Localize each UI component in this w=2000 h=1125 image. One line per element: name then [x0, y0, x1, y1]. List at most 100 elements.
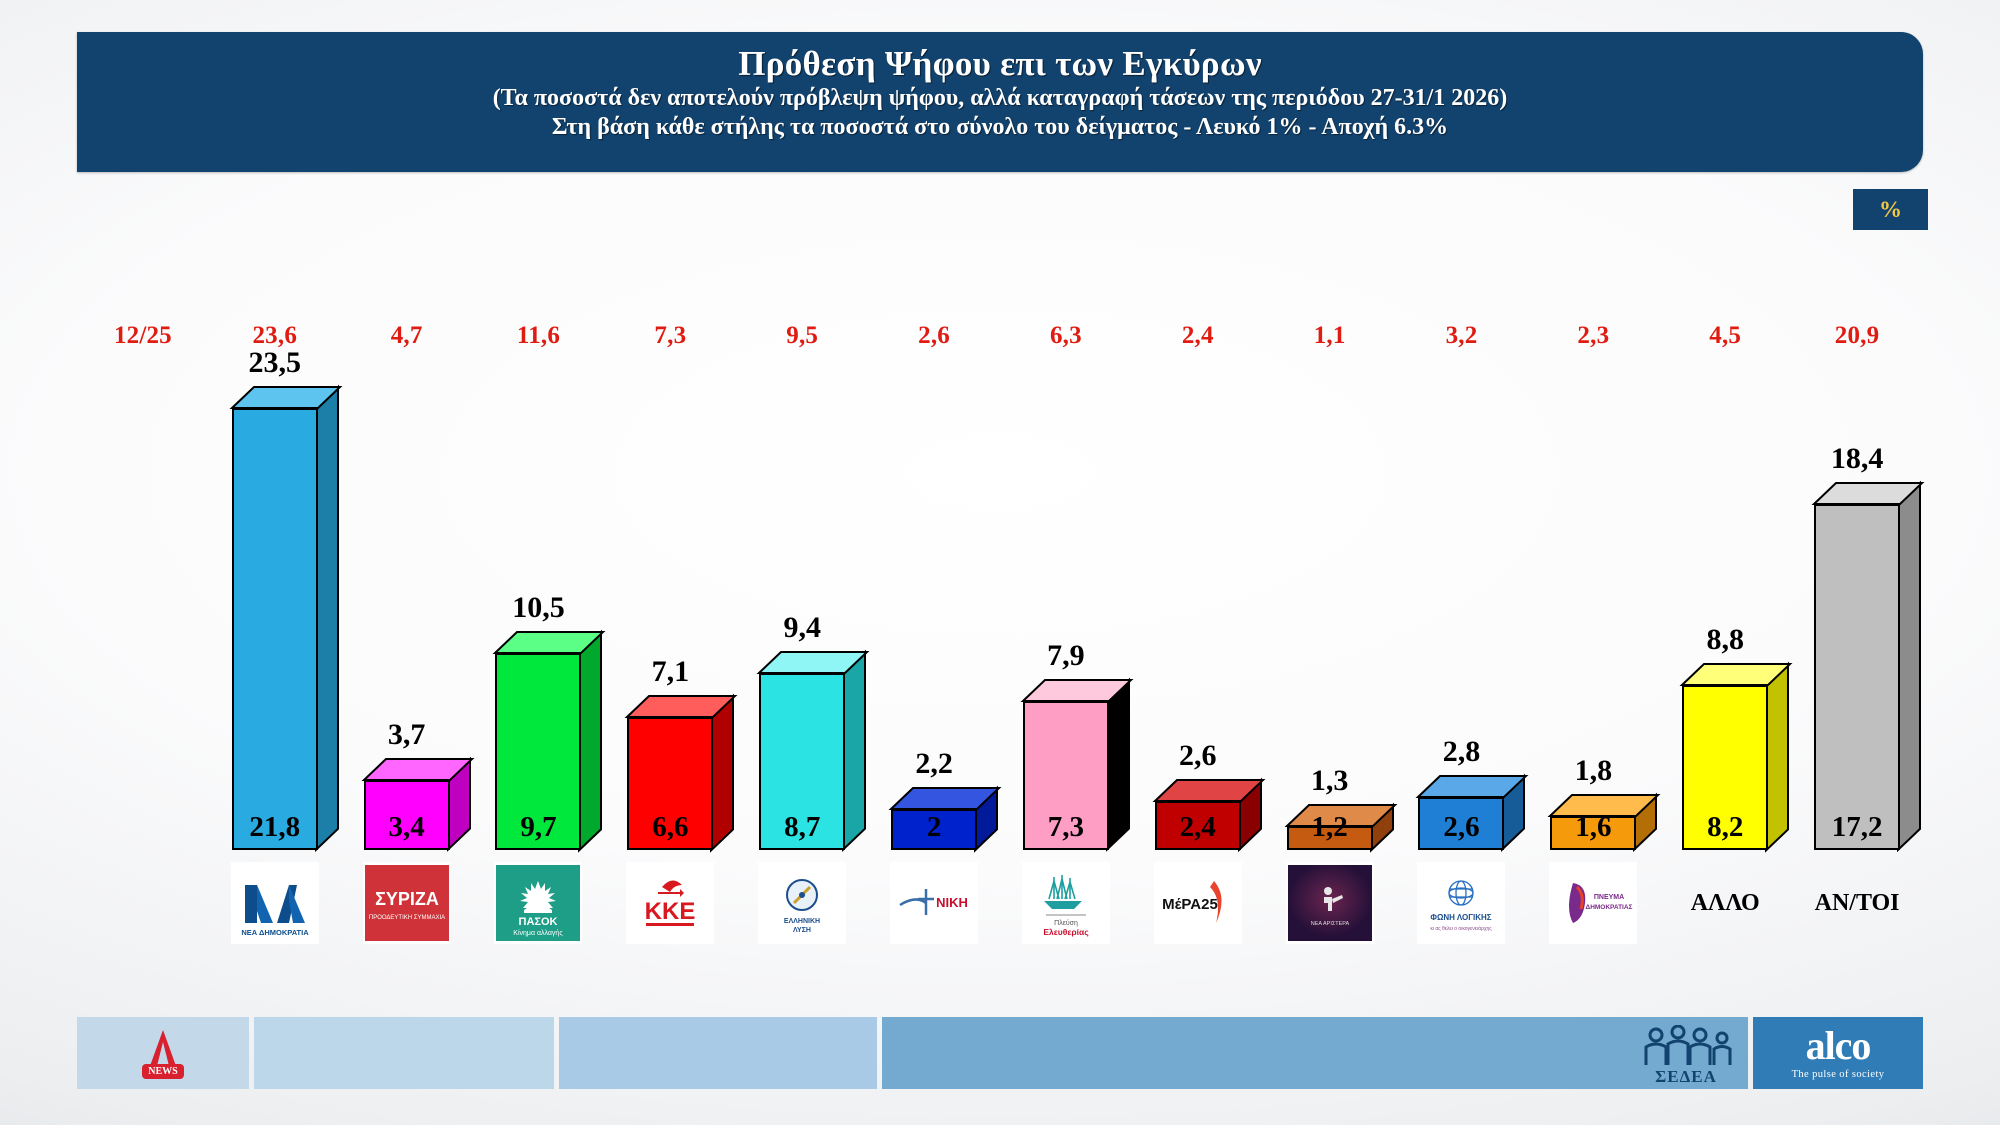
logo-cell: ΦΩΝΗ ΛΟΓΙΚΗΣ κι ας θέλει ο οικογενειάρχης [1396, 862, 1528, 944]
bar-top-face [756, 651, 870, 675]
bar-top-face [1284, 803, 1398, 827]
previous-value-13: 20,9 [1834, 322, 1880, 349]
svg-text:Πλεύση: Πλεύση [1054, 919, 1078, 927]
bar-front-face [1682, 684, 1769, 850]
previous-value-12: 4,5 [1709, 322, 1742, 349]
bar-cell: 1,3 1,2 [1264, 370, 1398, 853]
bar-cell: 7,1 6,6 [604, 370, 738, 853]
bar-top-label: 7,9 [1047, 639, 1085, 673]
bar-ΚΚΕ[interactable]: 7,1 6,6 [624, 655, 738, 853]
bar-front-face [1154, 801, 1241, 850]
bar-inner-label: 7,3 [1047, 811, 1085, 843]
bar-top-label: 23,5 [248, 346, 302, 380]
bar-front-face [1814, 504, 1901, 850]
bar-top-face [1547, 794, 1661, 818]
bar-top-label: 2,2 [915, 746, 953, 780]
bar-top-label: 1,3 [1310, 763, 1349, 797]
previous-value-7: 6,3 [1049, 322, 1082, 349]
footer-bar: NEWS ΣΕΔΕΑ alco The pulse of society [77, 1017, 1923, 1089]
svg-text:ΔΗΜΟΚΡΑΤΙΑΣ: ΔΗΜΟΚΡΑΤΙΑΣ [1586, 904, 1633, 911]
logo-cell: ΑΝ/ΤΟΙ [1791, 862, 1923, 917]
bar-top-label: 2,6 [1179, 739, 1217, 773]
alco-tagline: The pulse of society [1791, 1068, 1885, 1080]
svg-text:ΝΙΚΗ: ΝΙΚΗ [936, 895, 968, 910]
bar-cell: 2,2 2 [868, 370, 1002, 853]
bar-top-label: 7,1 [651, 654, 690, 688]
bar-inner-label: 2 [926, 811, 942, 843]
bar-top-face [1020, 679, 1134, 703]
previous-wave-row: 12/25 23,6 4,7 11,6 7,3 9,5 2,6 6,3 2,4 1,1 3,2 2,3… [77, 322, 1923, 350]
bar-side-face [842, 649, 867, 853]
bar-cell: 8,8 8,2 [1659, 370, 1793, 853]
bar-side-face [314, 384, 339, 853]
logo-cell: ΜέΡΑ25 [1132, 862, 1264, 944]
svg-text:ΣΥΡΙΖΑ: ΣΥΡΙΖΑ [375, 889, 439, 909]
bar-inner-label: 2,6 [1443, 811, 1480, 843]
bar-Πλεύση Ελευθερίας[interactable]: 7,9 7,3 [1020, 639, 1134, 853]
svg-text:ΠΑΣΟΚ: ΠΑΣΟΚ [519, 916, 558, 928]
bar-cell: 3,7 3,4 [341, 370, 475, 853]
bar-front-face [627, 716, 714, 850]
bar-Νέα Αριστερά[interactable]: 1,3 1,2 [1284, 764, 1398, 853]
bar-chart: 12/25 23,6 4,7 11,6 7,3 9,5 2,6 6,3 2,4 1,1 3,2 2,3… [77, 240, 1925, 1000]
header-subtitle-line2: Στη βάση κάθε στήλης τα ποσοστά στο σύνο… [551, 114, 1449, 141]
footer-segment-2 [254, 1017, 554, 1089]
bar-inner-label: 17,2 [1831, 811, 1883, 843]
footer-segment-3 [559, 1017, 877, 1089]
bar-ΜέΡΑ25[interactable]: 2,6 2,4 [1152, 739, 1266, 853]
previous-value-8: 2,4 [1181, 322, 1214, 349]
svg-text:ΛΥΣΗ: ΛΥΣΗ [793, 927, 811, 934]
previous-value-5: 9,5 [786, 322, 819, 349]
bar-ΕΛΛΗΝΙΚΗ ΛΥΣΗ[interactable]: 9,4 8,7 [756, 611, 870, 853]
category-label-ΑΛΛΟ: ΑΛΛΟ [1690, 890, 1760, 916]
bar-ΝΙΚΗ[interactable]: 2,2 2 [888, 747, 1002, 853]
party-logos-row: ΝΕΑ ΔΗΜΟΚΡΑΤΙΑ ΣΥΡΙΖΑ ΠΡΟΟΔΕΥΤΙΚΗ ΣΥΜΜΑΧΙΑ… [77, 862, 1923, 972]
pasok-logo: ΠΑΣΟΚ Κίνημα αλλαγής [494, 862, 583, 944]
bar-top-label: 9,4 [783, 611, 821, 645]
bar-cell: 9,4 8,7 [736, 370, 870, 853]
bar-ΠΝΕΥΜΑ ΔΗΜΟΚΡΑΤΙΑΣ[interactable]: 1,8 1,6 [1547, 754, 1661, 853]
plefsi-logo: Πλεύση Ελευθερίας [1021, 862, 1110, 944]
previous-value-6: 2,6 [918, 322, 950, 349]
bar-top-face [492, 630, 606, 654]
bar-front-face [891, 808, 978, 850]
svg-text:ΦΩΝΗ ΛΟΓΙΚΗΣ: ΦΩΝΗ ΛΟΓΙΚΗΣ [1431, 913, 1492, 922]
svg-text:ΠΝΕΥΜΑ: ΠΝΕΥΜΑ [1594, 894, 1624, 901]
logo-cell: ΠΑΣΟΚ Κίνημα αλλαγής [473, 862, 605, 944]
alpha-news-logo: NEWS [142, 1028, 184, 1079]
bar-front-face [495, 652, 582, 850]
syriza-logo: ΣΥΡΙΖΑ ΠΡΟΟΔΕΥΤΙΚΗ ΣΥΜΜΑΧΙΑ [362, 862, 451, 944]
bar-ΠΑΣΟΚ[interactable]: 10,5 9,7 [492, 591, 606, 853]
sedea-people-icon [1644, 1025, 1732, 1065]
logo-cell: Πλεύση Ελευθερίας [1000, 862, 1132, 944]
bar-front-face [1022, 701, 1109, 850]
bar-inner-label: 9,7 [520, 811, 557, 843]
bar-ΦΩΝΗ ΛΟΓΙΚΗΣ[interactable]: 2,8 2,6 [1415, 735, 1529, 853]
header-subtitle-line1: (Τα ποσοστά δεν αποτελούν πρόβλεψη ψήφου… [492, 85, 1508, 111]
alpha-logo-icon [149, 1029, 176, 1066]
bar-cell: 2,6 2,4 [1132, 370, 1266, 853]
bar-top-face [1152, 779, 1266, 803]
svg-text:Ελευθερίας: Ελευθερίας [1043, 927, 1089, 937]
previous-value-11: 2,3 [1577, 322, 1610, 349]
bar-top-face [624, 694, 738, 718]
logo-cell: ΝΕΑ ΑΡΙΣΤΕΡΑ [1264, 862, 1396, 944]
bar-ΝΕΑ ΔΗΜΟΚΡΑΤΙΑ[interactable]: 23,5 21,8 [229, 346, 343, 853]
nd-logo: ΝΕΑ ΔΗΜΟΚΡΑΤΙΑ [230, 862, 319, 944]
bar-side-face [1897, 480, 1922, 853]
svg-text:ΜέΡΑ25: ΜέΡΑ25 [1162, 896, 1218, 913]
sedea-logo: ΣΕΔΕΑ [1638, 1025, 1734, 1087]
previous-value-10: 3,2 [1445, 322, 1478, 349]
kke-logo: ΚΚΕ [626, 862, 715, 944]
bar-cell: 18,4 17,2 [1791, 370, 1925, 853]
bar-ΣΥΡΙΖΑ[interactable]: 3,7 3,4 [361, 718, 475, 853]
bar-cell: 1,8 1,6 [1527, 370, 1661, 853]
svg-text:ΚΚΕ: ΚΚΕ [645, 898, 696, 925]
bar-cell: 10,5 9,7 [473, 370, 606, 853]
logo-cell: ΠΝΕΥΜΑ ΔΗΜΟΚΡΑΤΙΑΣ [1527, 862, 1659, 944]
bar-front-face [231, 408, 318, 850]
previous-value-9: 1,1 [1313, 322, 1346, 349]
bar-top-label: 10,5 [512, 590, 565, 624]
bar-ΑΛΛΟ[interactable]: 8,8 8,2 [1679, 623, 1793, 853]
bar-ΑΝ/ΤΟΙ[interactable]: 18,4 17,2 [1811, 442, 1925, 853]
